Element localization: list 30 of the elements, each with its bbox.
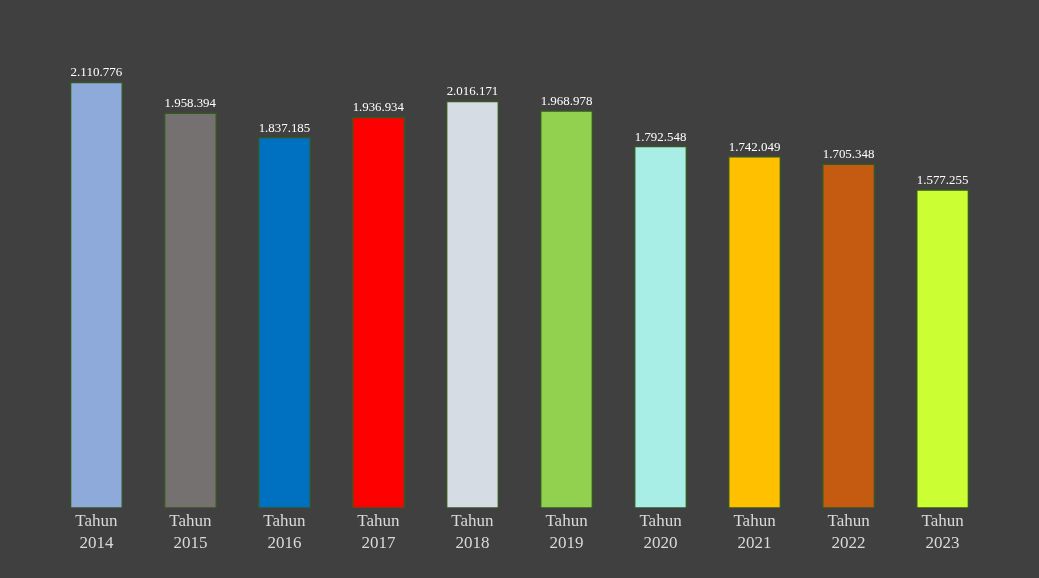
x-tick-label: Tahun 2021 (733, 511, 777, 553)
bar (633, 145, 688, 508)
x-tick-label: Tahun 2015 (169, 511, 213, 553)
bar (163, 112, 218, 508)
bar (351, 116, 406, 508)
x-tick-label: Tahun 2019 (545, 511, 589, 553)
bar (257, 136, 312, 508)
bar (915, 189, 970, 508)
x-tick-label: Tahun 2022 (827, 511, 871, 553)
bar (445, 100, 500, 508)
data-label: 2.016.171 (446, 83, 499, 99)
data-label: 1.705.348 (822, 146, 875, 162)
x-tick-label: Tahun 2014 (75, 511, 119, 553)
data-label: 1.968.978 (540, 92, 593, 108)
x-tick-label: Tahun 2018 (451, 511, 495, 553)
data-label: 2.110.776 (70, 64, 123, 80)
x-tick-label: Tahun 2023 (921, 511, 965, 553)
data-label: 1.936.934 (352, 100, 405, 115)
x-tick-label: Tahun 2020 (639, 511, 683, 553)
x-tick-label: Tahun 2017 (357, 511, 401, 553)
x-tick-label: Tahun 2016 (263, 511, 307, 553)
data-label: 1.837.185 (258, 119, 311, 135)
bar (539, 110, 594, 508)
bar (821, 163, 876, 508)
data-label: 1.958.394 (164, 96, 217, 111)
data-label: 1.577.255 (916, 171, 969, 187)
data-label: 1.742.049 (728, 138, 781, 154)
bar (69, 81, 124, 508)
bar (727, 156, 782, 508)
data-label: 1.792.548 (634, 128, 687, 144)
